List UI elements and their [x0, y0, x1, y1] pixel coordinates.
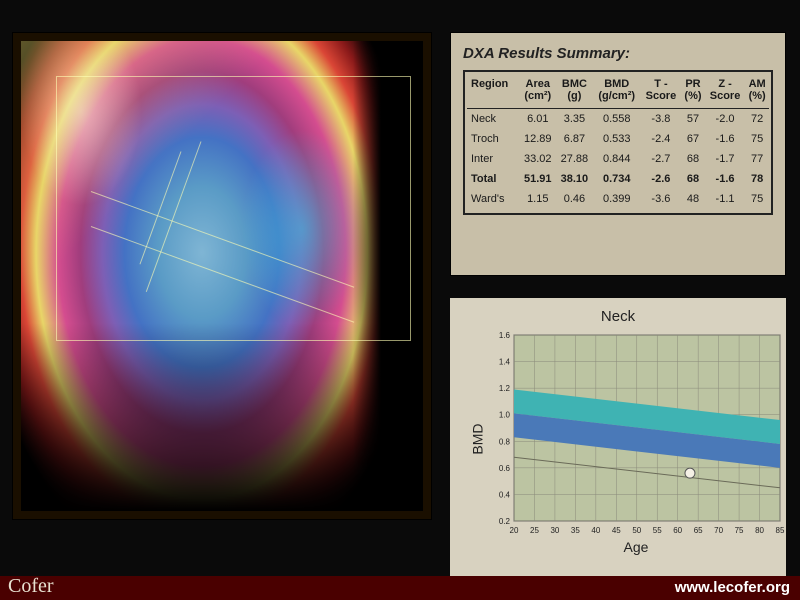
table-cell: 78 [745, 169, 769, 189]
table-cell: -2.4 [641, 129, 681, 149]
column-header: BMD(g/cm²) [593, 76, 641, 109]
table-cell: 68 [681, 169, 705, 189]
column-header: AM(%) [745, 76, 769, 109]
svg-text:55: 55 [653, 526, 662, 535]
table-cell: 0.558 [593, 109, 641, 130]
table-cell: 72 [745, 109, 769, 130]
table-cell: 75 [745, 129, 769, 149]
svg-text:1.0: 1.0 [499, 411, 511, 420]
table-cell: 1.15 [519, 189, 556, 209]
svg-text:50: 50 [632, 526, 641, 535]
dxa-scan-image [12, 32, 432, 520]
table-cell: 6.87 [556, 129, 593, 149]
table-cell: 3.35 [556, 109, 593, 130]
svg-text:70: 70 [714, 526, 723, 535]
table-cell: Neck [467, 109, 519, 130]
table-cell: 57 [681, 109, 705, 130]
svg-text:0.6: 0.6 [499, 464, 511, 473]
table-cell: -3.6 [641, 189, 681, 209]
table-cell: 12.89 [519, 129, 556, 149]
svg-text:1.2: 1.2 [499, 384, 511, 393]
table-cell: -2.0 [705, 109, 745, 130]
svg-text:60: 60 [673, 526, 682, 535]
table-cell: 51.91 [519, 169, 556, 189]
table-cell: 6.01 [519, 109, 556, 130]
scan-colormap [21, 41, 423, 511]
svg-text:25: 25 [530, 526, 539, 535]
table-cell: Total [467, 169, 519, 189]
svg-text:45: 45 [612, 526, 621, 535]
svg-text:40: 40 [591, 526, 600, 535]
table-cell: Ward's [467, 189, 519, 209]
table-cell: 0.399 [593, 189, 641, 209]
svg-text:0.8: 0.8 [499, 437, 511, 446]
column-header: BMC(g) [556, 76, 593, 109]
svg-text:65: 65 [694, 526, 703, 535]
table-row: Troch12.896.870.533-2.467-1.675 [467, 129, 769, 149]
table-cell: 48 [681, 189, 705, 209]
results-table-wrap: RegionArea(cm²)BMC(g)BMD(g/cm²)T -ScoreP… [463, 70, 773, 215]
table-cell: 68 [681, 149, 705, 169]
footer-right-url: www.lecofer.org [675, 579, 790, 596]
table-cell: -2.7 [641, 149, 681, 169]
table-cell: -2.6 [641, 169, 681, 189]
svg-text:0.4: 0.4 [499, 490, 511, 499]
table-cell: -1.1 [705, 189, 745, 209]
table-cell: 27.88 [556, 149, 593, 169]
table-cell: Troch [467, 129, 519, 149]
column-header: Area(cm²) [519, 76, 556, 109]
table-cell: 0.46 [556, 189, 593, 209]
table-cell: 67 [681, 129, 705, 149]
table-cell: -3.8 [641, 109, 681, 130]
table-cell: -1.7 [705, 149, 745, 169]
table-cell: 75 [745, 189, 769, 209]
svg-text:20: 20 [510, 526, 519, 535]
chart-ylabel: BMD [470, 423, 486, 454]
footer-left-label: Cofer [8, 575, 54, 598]
chart-area: BMD 20253035404550556065707580850.20.40.… [486, 329, 786, 549]
results-table: RegionArea(cm²)BMC(g)BMD(g/cm²)T -ScoreP… [467, 76, 769, 209]
bmd-chart-panel: Neck BMD 20 25 30 35 40 45 50 55 60 65 70 75 80 85 0.2… [450, 298, 786, 576]
svg-text:0.2: 0.2 [499, 517, 511, 526]
column-header: PR(%) [681, 76, 705, 109]
table-row: Neck6.013.350.558-3.857-2.072 [467, 109, 769, 130]
svg-text:30: 30 [550, 526, 559, 535]
dxa-results-panel: DXA Results Summary: RegionArea(cm²)BMC(… [450, 32, 786, 276]
table-row: Ward's1.150.460.399-3.648-1.175 [467, 189, 769, 209]
column-header: Z -Score [705, 76, 745, 109]
svg-text:75: 75 [735, 526, 744, 535]
chart-xlabel: Age [624, 539, 649, 555]
chart-svg: 20 25 30 35 40 45 50 55 60 65 70 75 80 85 0.2 0.4 0.6 0.8… [486, 329, 786, 549]
svg-text:1.4: 1.4 [499, 358, 511, 367]
column-header: Region [467, 76, 519, 109]
scan-black-edge [353, 41, 423, 511]
column-header: T -Score [641, 76, 681, 109]
table-cell: 38.10 [556, 169, 593, 189]
table-cell: 77 [745, 149, 769, 169]
table-row: Inter33.0227.880.844-2.768-1.777 [467, 149, 769, 169]
table-cell: 33.02 [519, 149, 556, 169]
chart-title: Neck [456, 308, 780, 325]
table-cell: 0.734 [593, 169, 641, 189]
table-cell: Inter [467, 149, 519, 169]
table-cell: 0.844 [593, 149, 641, 169]
results-title: DXA Results Summary: [463, 45, 773, 62]
svg-text:85: 85 [776, 526, 785, 535]
table-cell: -1.6 [705, 169, 745, 189]
table-cell: 0.533 [593, 129, 641, 149]
table-cell: -1.6 [705, 129, 745, 149]
svg-text:80: 80 [755, 526, 764, 535]
svg-text:1.6: 1.6 [499, 331, 511, 340]
svg-text:35: 35 [571, 526, 580, 535]
table-row: Total51.9138.100.734-2.668-1.678 [467, 169, 769, 189]
